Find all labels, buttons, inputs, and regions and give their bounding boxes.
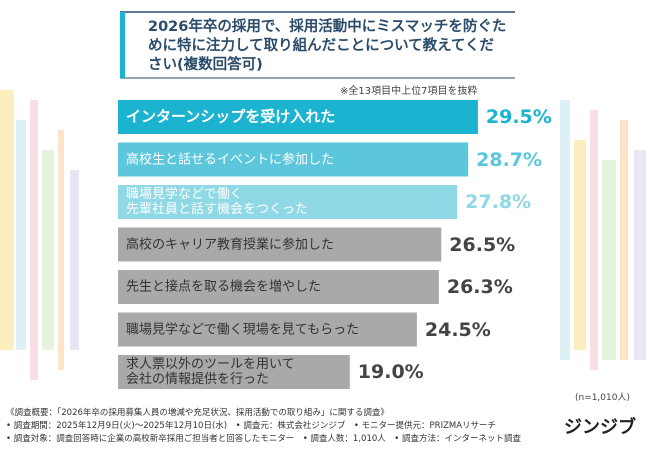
footnote: • 調査期間：2025年12月9日(火)～2025年12月10日(水) • 調査…: [6, 421, 497, 431]
chart-title: 2026年卒の採用で、採用活動中にミスマッチを防ぐために特に注力して取り組んだこ…: [148, 19, 507, 73]
bar: [118, 227, 442, 262]
bar: [118, 142, 469, 177]
bar: [118, 100, 478, 134]
category-label: 職場見学などで働く現場を見てもらった: [126, 322, 360, 337]
value-label: 27.8%: [465, 191, 532, 213]
side-stripes: [0, 90, 646, 380]
logo: ジンジブ: [564, 417, 636, 438]
footnote: • 調査対象：調査回答時に企業の高校新卒採用ご担当者と回答したモニター • 調査…: [6, 434, 521, 444]
bar: [118, 185, 458, 219]
bar: [118, 270, 439, 304]
value-label: 28.7%: [476, 148, 543, 171]
value-label: 26.5%: [449, 233, 516, 256]
category-label: 先生と接点を取る機会を増やした: [126, 279, 322, 295]
sample-size: (n=1,010人): [574, 393, 630, 403]
bar: [118, 355, 350, 389]
note: ※全13項目中上位7項目を抜粋: [340, 86, 478, 97]
category-label: 高校生と話せるイベントに参加した: [126, 152, 335, 167]
category-label: 求人票以外のツールを用いて 会社の情報提供を行った: [126, 357, 295, 387]
category-label: 高校のキャリア教育授業に参加した: [126, 237, 335, 252]
value-label: 19.0%: [357, 361, 424, 383]
value-label: 29.5%: [485, 106, 552, 128]
value-label: 24.5%: [424, 318, 491, 341]
category-label: インターンシップを受け入れた: [126, 107, 336, 126]
footnote: 《調査概要：「2026年卒の採用募集人員の増減や充足状況、採用活動での取り組み」…: [6, 408, 389, 418]
bar: [118, 312, 417, 347]
value-label: 26.3%: [446, 276, 513, 298]
category-label: 職場見学などで働く 先輩社員と話す機会をつくった: [126, 187, 309, 217]
